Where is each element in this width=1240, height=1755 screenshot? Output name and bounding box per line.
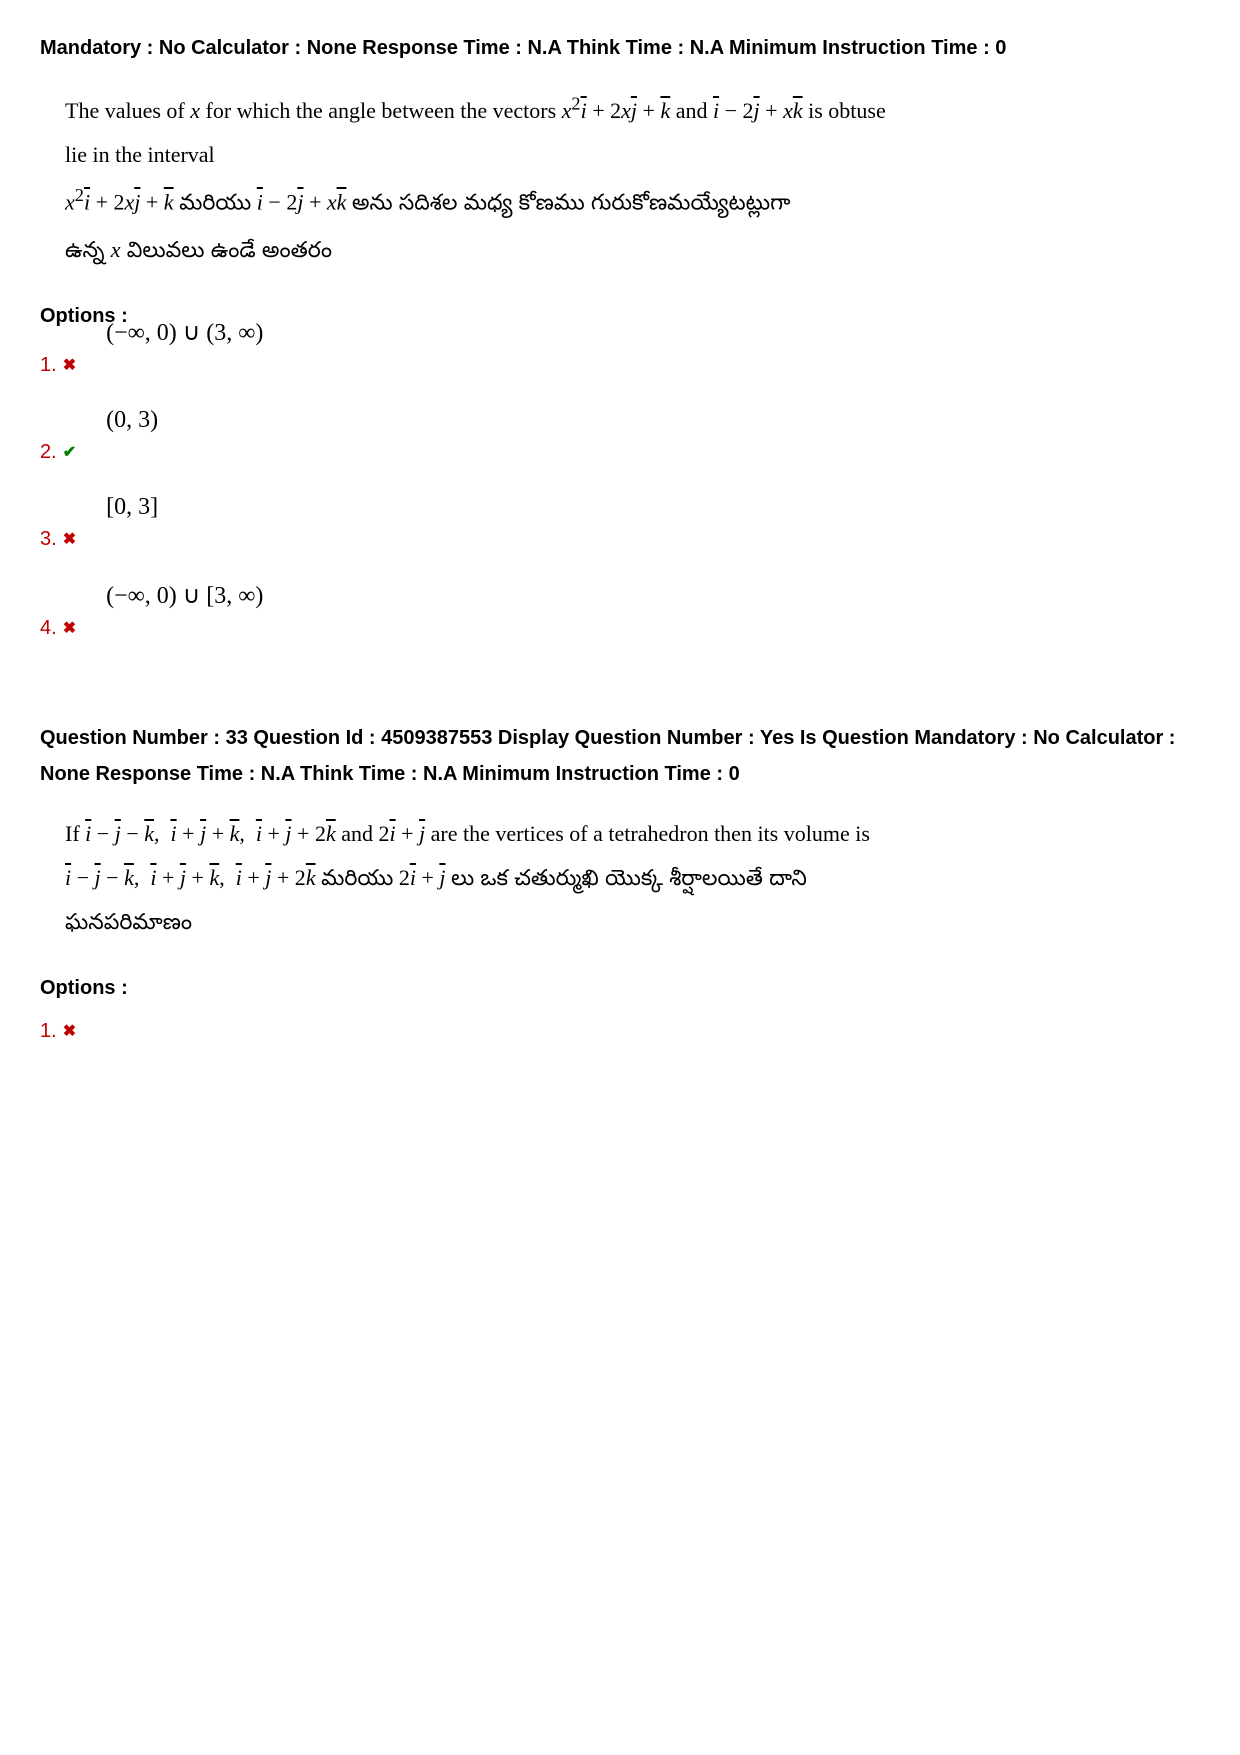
option-number: 1. — [40, 354, 57, 377]
option-number: 1. — [40, 1020, 57, 1043]
q32-text-part: The values of x for which the angle betw… — [65, 98, 886, 123]
cross-icon: ✖ — [63, 1021, 76, 1041]
q32-english-line1: The values of x for which the angle betw… — [65, 86, 1200, 133]
option-math: (0, 3) — [106, 407, 158, 434]
q32-telugu-line1: x2i + 2xj + k మరియు i − 2j + xk అను సదిశ… — [65, 177, 1200, 227]
q33-telugu-line1: i − j − k, i + j + k, i + j + 2k మరియు 2… — [65, 856, 1200, 903]
option-math: (−∞, 0) ∪ (3, ∞) — [106, 318, 263, 347]
metadata-header: Mandatory : No Calculator : None Respons… — [40, 30, 1200, 66]
option-number: 4. — [40, 617, 57, 640]
option-32-3: 3. ✖ [0, 3] — [40, 524, 1200, 551]
cross-icon: ✖ — [63, 529, 76, 549]
question-33-header: Question Number : 33 Question Id : 45093… — [40, 720, 1200, 792]
q33-telugu-line2: ఘనపరిమాణం — [65, 903, 1200, 947]
option-32-4: 4. ✖ (−∞, 0) ∪ [3, ∞) — [40, 611, 1200, 640]
option-32-2: 2. ✔ (0, 3) — [40, 437, 1200, 464]
q32-telugu-line2: ఉన్న x విలువలు ఉండే అంతరం — [65, 228, 1200, 275]
cross-icon: ✖ — [63, 618, 76, 638]
option-math: [0, 3] — [106, 494, 158, 521]
option-33-1: 1. ✖ — [40, 1020, 1200, 1043]
option-number: 2. — [40, 441, 57, 464]
q33-english-line1: If i − j − k, i + j + k, i + j + 2k and … — [65, 812, 1200, 856]
cross-icon: ✖ — [63, 355, 76, 375]
q32-english-line2: lie in the interval — [65, 133, 1200, 177]
option-number: 3. — [40, 528, 57, 551]
check-icon: ✔ — [63, 442, 76, 462]
question-33-text: If i − j − k, i + j + k, i + j + 2k and … — [40, 812, 1200, 947]
options-label-33: Options : — [40, 977, 1200, 1000]
question-32-text: The values of x for which the angle betw… — [40, 86, 1200, 275]
option-math: (−∞, 0) ∪ [3, ∞) — [106, 581, 263, 610]
option-32-1: 1. ✖ (−∞, 0) ∪ (3, ∞) — [40, 348, 1200, 377]
